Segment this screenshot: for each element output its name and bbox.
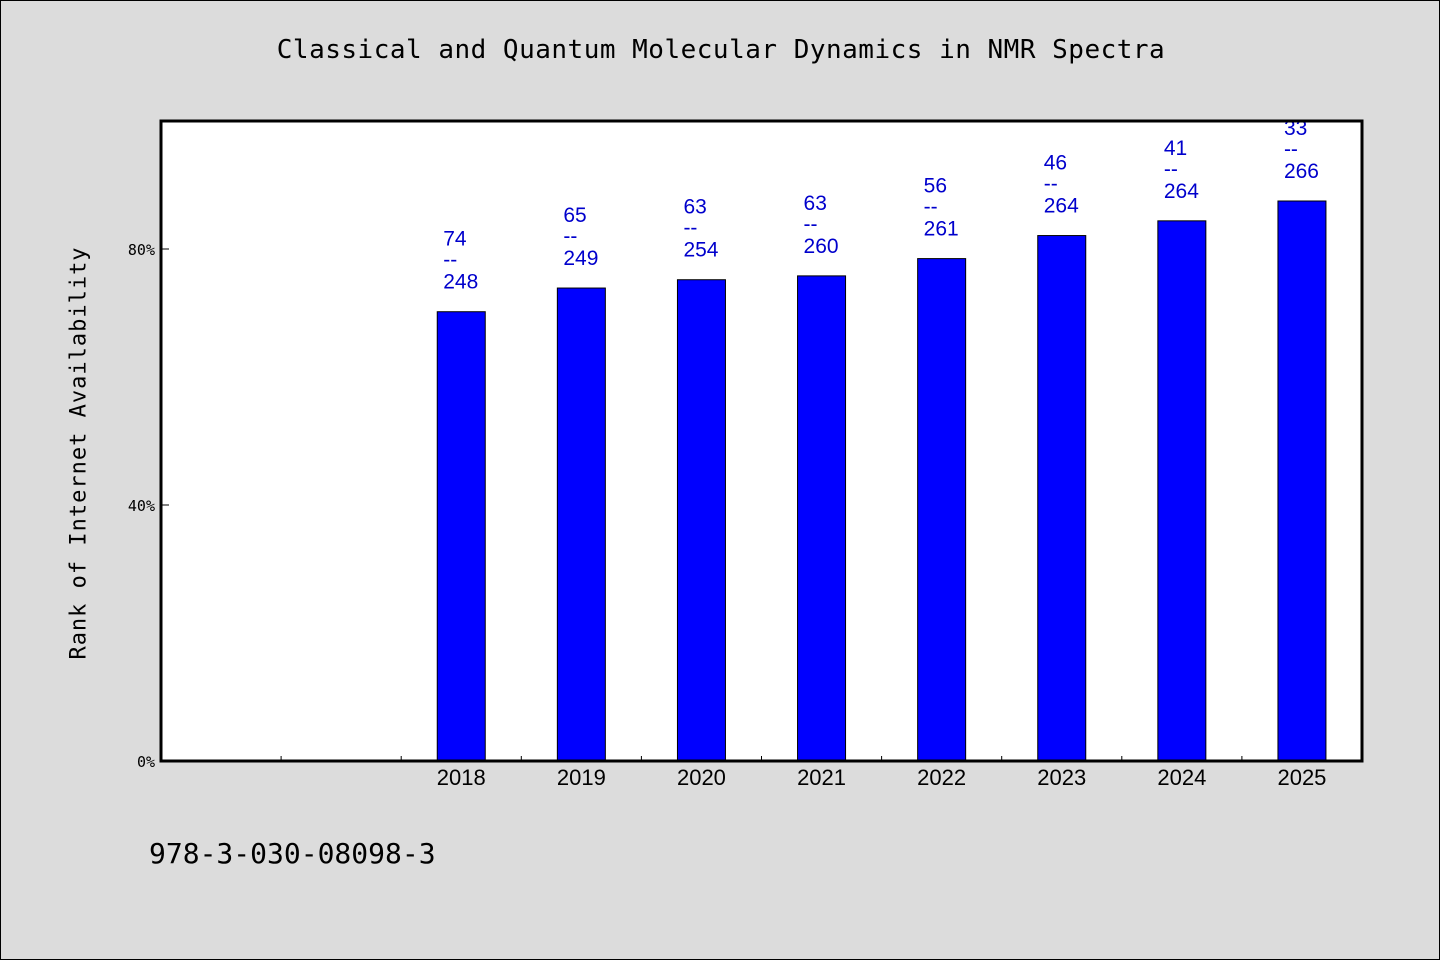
bar-label-separator: -- bbox=[563, 225, 577, 248]
bar-2020 bbox=[676, 279, 726, 762]
bar-label-top: 74 bbox=[443, 228, 467, 251]
bar-label-bottom: 264 bbox=[1044, 195, 1079, 218]
bar-label-separator: -- bbox=[924, 196, 938, 219]
bar-label-separator: -- bbox=[1284, 138, 1298, 161]
bar-label-bottom: 260 bbox=[804, 235, 839, 258]
bar-label-bottom: 254 bbox=[683, 239, 718, 262]
bar-label-separator: -- bbox=[804, 213, 818, 236]
bar-label-separator: -- bbox=[443, 249, 457, 272]
bar-label-top: 65 bbox=[563, 204, 586, 227]
chart-title: Classical and Quantum Molecular Dynamics… bbox=[276, 35, 1166, 65]
bar-label-top: 56 bbox=[924, 175, 947, 198]
bar-2019 bbox=[556, 287, 606, 762]
isbn-code: 978-3-030-08098-3 bbox=[149, 837, 436, 870]
bar-2018 bbox=[436, 311, 486, 762]
bar-label-separator: -- bbox=[683, 217, 697, 240]
bar-label-top: 63 bbox=[804, 192, 827, 215]
bars-group bbox=[436, 200, 1327, 762]
x-tick-label: 2022 bbox=[917, 765, 966, 790]
x-tick-label: 2025 bbox=[1277, 765, 1326, 790]
x-tick-label: 2023 bbox=[1037, 765, 1086, 790]
bar-label-separator: -- bbox=[1044, 173, 1058, 196]
y-tick-label: 80% bbox=[128, 241, 155, 259]
bar-label-bottom: 264 bbox=[1164, 180, 1199, 203]
bar-2022 bbox=[917, 258, 967, 762]
x-tick-label: 2018 bbox=[437, 765, 486, 790]
bar-label-bottom: 266 bbox=[1284, 160, 1319, 183]
bar-label-bottom: 248 bbox=[443, 271, 478, 294]
bar-labels-group: 74--24865--24963--25463--26056--26146--2… bbox=[443, 117, 1319, 294]
bar-label-top: 41 bbox=[1164, 137, 1187, 160]
x-tick-label: 2024 bbox=[1157, 765, 1206, 790]
x-axis: 2018 2019 2020 2021 2022 2023 2024 2025 bbox=[280, 756, 1326, 790]
bar-label-top: 46 bbox=[1044, 152, 1067, 175]
bar-label-top: 63 bbox=[683, 196, 706, 219]
bar-label-separator: -- bbox=[1164, 158, 1178, 181]
bar-label-top: 33 bbox=[1284, 117, 1307, 140]
bar-2021 bbox=[797, 275, 847, 762]
x-tick-label: 2019 bbox=[557, 765, 606, 790]
bar-label-bottom: 249 bbox=[563, 247, 598, 270]
y-tick-label: 40% bbox=[128, 497, 155, 515]
bar-2025 bbox=[1277, 200, 1327, 762]
plot-frame bbox=[159, 119, 1364, 763]
x-tick-label: 2020 bbox=[677, 765, 726, 790]
y-tick-label: 0% bbox=[137, 753, 155, 771]
bar-2024 bbox=[1157, 220, 1207, 762]
bar-2023 bbox=[1037, 235, 1087, 762]
x-tick-label: 2021 bbox=[797, 765, 846, 790]
bar-label-bottom: 261 bbox=[924, 218, 959, 241]
